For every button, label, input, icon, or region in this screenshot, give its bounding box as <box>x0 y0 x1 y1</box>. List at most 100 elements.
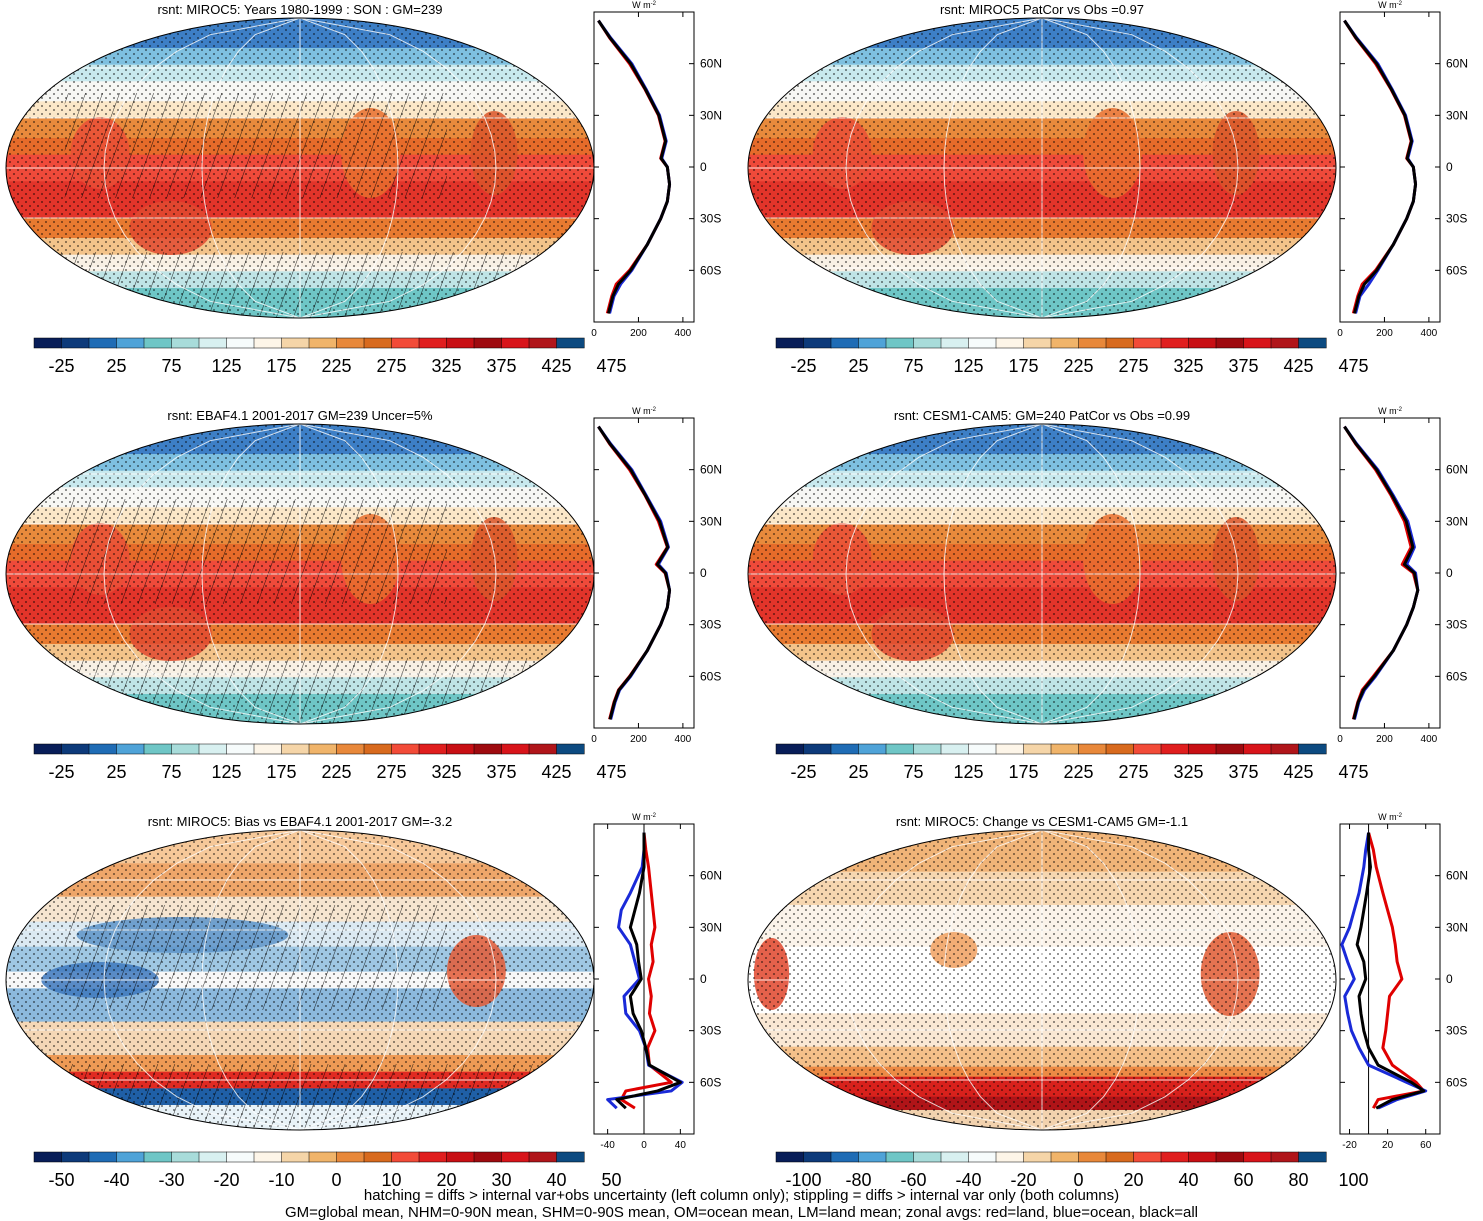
colorbar-label: -25 <box>48 762 74 782</box>
panel-p1: rsnt: MIROC5: Years 1980-1999 : SON : GM… <box>5 0 722 376</box>
colorbar-swatch <box>116 1151 145 1163</box>
zonal-lat-label: 30N <box>700 920 722 934</box>
zonal-tick-label: 200 <box>1376 328 1393 339</box>
colorbar-swatch <box>391 337 420 349</box>
colorbar-swatch <box>940 1151 970 1163</box>
zonal-plot: W m-2 0 200 400 60N 30N 0 30S 60S <box>1337 0 1468 339</box>
colorbar: -25 25 75 125 175 225 275 325 375 425 475 <box>775 337 1369 376</box>
zonal-unit: W m-2 <box>632 406 656 416</box>
colorbar-swatch <box>308 337 338 349</box>
graticule-lon <box>103 830 301 1130</box>
colorbar-label: 475 <box>596 762 626 782</box>
colorbar-swatch <box>33 337 63 349</box>
hatching <box>64 905 448 1010</box>
colorbar-swatch <box>528 1151 558 1163</box>
graticule-lon <box>845 424 1043 724</box>
panel-p6: rsnt: MIROC5: Change vs CESM1-CAM5 GM=-1… <box>747 812 1468 1190</box>
colorbar-label: 20 <box>1123 1170 1143 1190</box>
colorbar-label: 175 <box>1008 762 1038 782</box>
zonal-tick-label: 400 <box>1421 734 1438 745</box>
colorbar-swatch <box>940 743 970 755</box>
colorbar-label: 425 <box>1283 762 1313 782</box>
graticule-lon <box>201 18 301 318</box>
colorbar-swatch <box>556 743 585 755</box>
colorbar-label: 50 <box>601 1170 621 1190</box>
colorbar-swatch <box>1188 743 1217 755</box>
colorbar-swatch <box>198 743 228 755</box>
zonal-lat-label: 30S <box>700 1024 721 1038</box>
zonal-unit-sup: -2 <box>1397 813 1403 819</box>
zonal-lat-label: 0 <box>700 972 707 986</box>
panel-title: rsnt: EBAF4.1 2001-2017 GM=239 Uncer=5% <box>167 408 433 423</box>
zonal-lat-label: 30S <box>1446 1024 1467 1038</box>
colorbar-swatch <box>363 1151 393 1163</box>
zonal-plot: W m-2 0 200 400 60N 30N 0 30S 60S <box>1337 406 1468 745</box>
zonal-tick-label: 0 <box>641 1140 647 1151</box>
colorbar-swatch <box>528 743 558 755</box>
colorbar-swatch <box>446 743 475 755</box>
colorbar-swatch <box>556 1151 585 1163</box>
colorbar-label: 25 <box>106 356 126 376</box>
colorbar-label: 275 <box>376 762 406 782</box>
colorbar-swatch <box>968 743 997 755</box>
colorbar-label: 475 <box>596 356 626 376</box>
colorbar-swatch <box>363 337 393 349</box>
colorbar-swatch <box>33 743 63 755</box>
colorbar-swatch <box>61 1151 90 1163</box>
colorbar-swatch <box>143 743 173 755</box>
colorbar-swatch <box>995 337 1025 349</box>
colorbar-swatch <box>1215 743 1245 755</box>
colorbar-swatch <box>1298 1151 1327 1163</box>
colorbar-swatch <box>556 337 585 349</box>
colorbar-swatch <box>1243 743 1272 755</box>
colorbar-swatch <box>308 743 338 755</box>
colorbar-swatch <box>775 1151 805 1163</box>
colorbar-swatch <box>1078 743 1107 755</box>
colorbar-label: 325 <box>1173 356 1203 376</box>
map-field <box>748 18 1336 318</box>
zonal-frame <box>1339 11 1441 323</box>
colorbar-label: 60 <box>1233 1170 1253 1190</box>
colorbar: -25 25 75 125 175 225 275 325 375 425 475 <box>33 337 627 376</box>
colorbar-label: 225 <box>321 356 351 376</box>
colorbar-swatch <box>418 337 448 349</box>
colorbar-swatch <box>336 743 365 755</box>
graticule-lon <box>103 18 301 318</box>
colorbar-swatch <box>501 337 530 349</box>
graticule-lon <box>201 424 301 724</box>
colorbar-swatch <box>1270 337 1300 349</box>
colorbar-swatch <box>858 337 887 349</box>
colorbar-swatch <box>226 337 255 349</box>
zonal-tick-label: 200 <box>630 328 647 339</box>
colorbar-label: -20 <box>213 1170 239 1190</box>
colorbar-swatch <box>885 743 915 755</box>
colorbar-label: -40 <box>103 1170 129 1190</box>
hatching <box>64 499 448 604</box>
colorbar-label: 0 <box>331 1170 341 1190</box>
zonal-lat-label: 60N <box>700 869 722 883</box>
graticule-lon <box>845 830 1043 1130</box>
colorbar-swatch <box>1160 1151 1190 1163</box>
zonal-tick-label: 40 <box>675 1140 687 1151</box>
zonal-lat-label: 60N <box>1446 57 1468 71</box>
colorbar-swatch <box>775 743 805 755</box>
colorbar-label: 175 <box>266 356 296 376</box>
colorbar-label: 425 <box>541 356 571 376</box>
colorbar-label: -60 <box>900 1170 926 1190</box>
colorbar-swatch <box>446 337 475 349</box>
colorbar: -25 25 75 125 175 225 275 325 375 425 475 <box>775 743 1369 782</box>
colorbar-label: -30 <box>158 1170 184 1190</box>
map-border <box>747 829 1337 1131</box>
graticule-lon <box>943 424 1043 724</box>
colorbar-swatch <box>281 337 310 349</box>
graticule-lon <box>845 18 1043 318</box>
zonal-plot: W m-2 0 200 400 60N 30N 0 30S 60S <box>591 0 722 339</box>
graticule-lon <box>201 830 301 1130</box>
colorbar-swatch <box>363 743 393 755</box>
zonal-frame <box>593 417 695 729</box>
zonal-frame <box>1339 417 1441 729</box>
colorbar-swatch <box>198 337 228 349</box>
zonal-lat-label: 30N <box>1446 920 1468 934</box>
colorbar-swatch <box>1243 337 1272 349</box>
zonal-lat-label: 30N <box>700 108 722 122</box>
